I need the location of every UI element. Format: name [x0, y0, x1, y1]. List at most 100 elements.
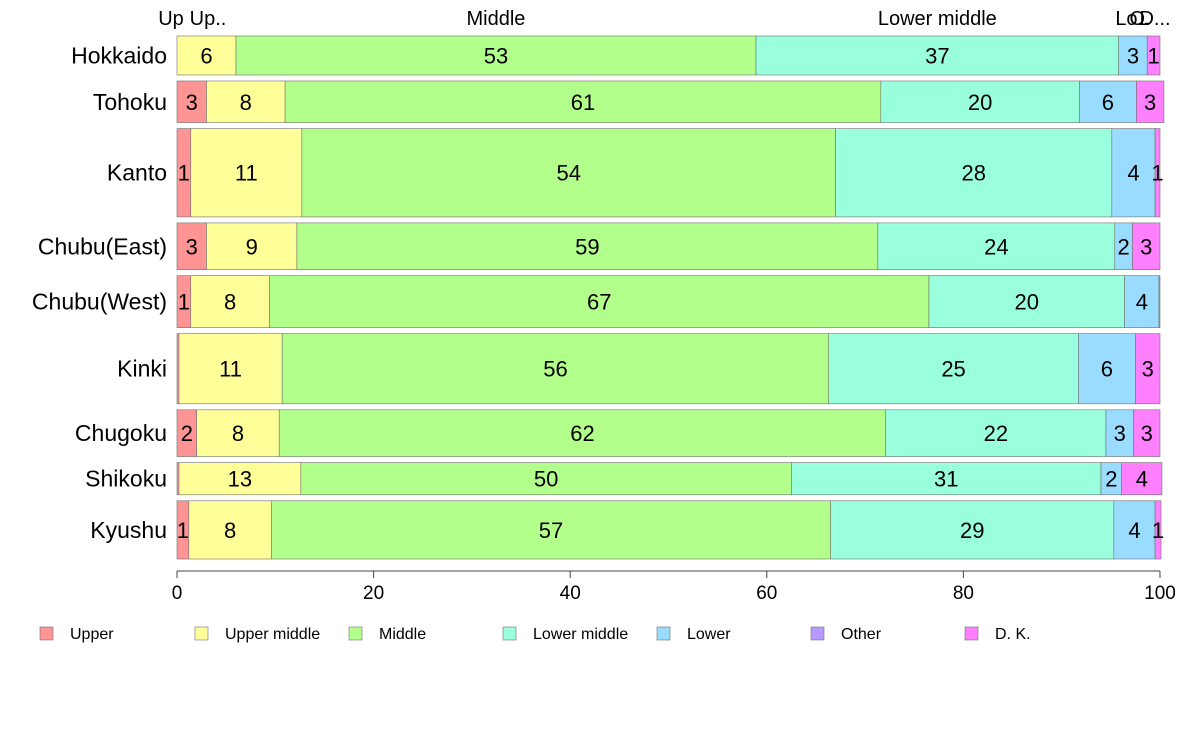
bar-segment [284, 80, 882, 123]
data-label: 11 [235, 161, 258, 186]
data-label: 8 [232, 421, 244, 446]
data-label: 20 [1015, 290, 1039, 315]
data-label: 2 [181, 421, 193, 446]
top-segment-label: Lo.. [1115, 8, 1148, 30]
legend-label: Lower middle [533, 626, 628, 643]
bar-segment [206, 80, 286, 123]
data-label: 1 [178, 161, 190, 186]
data-label: 57 [539, 518, 563, 543]
x-tick-label: 80 [953, 583, 974, 604]
data-label: 3 [186, 234, 198, 259]
bar-segment [1158, 275, 1161, 328]
data-label: 67 [587, 290, 611, 315]
legend-label: Lower [687, 626, 731, 643]
data-label: 3 [1142, 357, 1154, 382]
bar-segment [1121, 462, 1163, 496]
legend-swatch [348, 626, 363, 641]
legend-swatch [39, 626, 54, 641]
bar-segment [830, 500, 1115, 560]
data-label: 13 [228, 467, 252, 492]
legend-label: Upper middle [225, 626, 320, 643]
data-label: 1 [1152, 518, 1164, 543]
bar-segment [1154, 500, 1162, 560]
data-label: 31 [934, 467, 958, 492]
data-label: 3 [186, 90, 198, 115]
data-label: 3 [1140, 234, 1152, 259]
bar-segment [880, 80, 1080, 123]
data-label: 28 [961, 161, 985, 186]
bar-segment [296, 222, 879, 270]
bar-segment [271, 500, 831, 560]
data-label: 62 [570, 421, 594, 446]
data-label: 22 [984, 421, 1008, 446]
legend-label: Middle [379, 626, 426, 643]
data-label: 4 [1136, 290, 1148, 315]
data-label: 3 [1141, 421, 1153, 446]
category-label: Kinki [117, 356, 167, 382]
data-label: 3 [1127, 43, 1139, 68]
x-tick-label: 100 [1144, 583, 1176, 604]
bar-segment [1105, 409, 1134, 457]
bar-segment [190, 128, 303, 218]
bar-segment [885, 409, 1107, 457]
data-label: 24 [984, 234, 1008, 259]
x-tick-label: 0 [172, 583, 183, 604]
category-label: Chubu(West) [32, 289, 167, 315]
legend-swatch [194, 626, 209, 641]
data-label: 3 [1144, 90, 1156, 115]
category-label: Kanto [107, 160, 167, 186]
data-label: 53 [484, 43, 508, 68]
legend-label: Upper [70, 626, 114, 643]
data-label: 54 [556, 161, 580, 186]
bar-segment [1154, 128, 1161, 218]
category-label: Chubu(East) [38, 233, 167, 259]
top-segment-label: Up.. [190, 8, 227, 30]
data-label: 25 [941, 357, 965, 382]
data-label: 56 [543, 357, 567, 382]
bar-segment [1133, 409, 1161, 457]
bar-segment [301, 128, 836, 218]
data-label: 29 [960, 518, 984, 543]
bar-segment [206, 222, 298, 270]
data-label: 1 [177, 518, 189, 543]
bar-segment [755, 35, 1120, 76]
bar-segment [235, 35, 757, 76]
data-label: 6 [1101, 357, 1113, 382]
data-label: 61 [571, 90, 595, 115]
data-label: 1 [178, 290, 190, 315]
bar-segment [835, 128, 1113, 218]
data-label: 2 [1105, 467, 1117, 492]
bar-segment [176, 80, 207, 123]
bar-segment [1132, 222, 1161, 270]
data-label: 1 [1147, 43, 1159, 68]
top-segment-label: Middle [467, 8, 526, 30]
x-tick-label: 40 [560, 583, 581, 604]
bar-segment [196, 409, 280, 457]
data-label: 9 [246, 234, 258, 259]
data-label: 8 [224, 518, 236, 543]
bar-segment [877, 222, 1116, 270]
bar-segment [1113, 500, 1156, 560]
bar-segment [176, 222, 207, 270]
bar-segment [190, 275, 270, 328]
data-label: 6 [1102, 90, 1114, 115]
data-label: 8 [224, 290, 236, 315]
bar-segment [791, 462, 1102, 496]
category-label: Hokkaido [71, 42, 167, 68]
bar-segment [278, 409, 887, 457]
top-segment-label: Lower middle [878, 8, 997, 30]
x-tick-label: 60 [756, 583, 777, 604]
data-label: 3 [1114, 421, 1126, 446]
data-label: 11 [219, 357, 242, 382]
bar-segment [281, 333, 830, 405]
x-tick-label: 20 [363, 583, 384, 604]
bar-segment [1111, 128, 1156, 218]
data-label: 4 [1127, 161, 1139, 186]
data-label: 4 [1136, 467, 1148, 492]
bar-segment [176, 35, 237, 76]
bar-segment [1079, 80, 1137, 123]
data-label: 2 [1118, 234, 1130, 259]
bar-segment [1124, 275, 1160, 328]
data-label: 6 [200, 43, 212, 68]
